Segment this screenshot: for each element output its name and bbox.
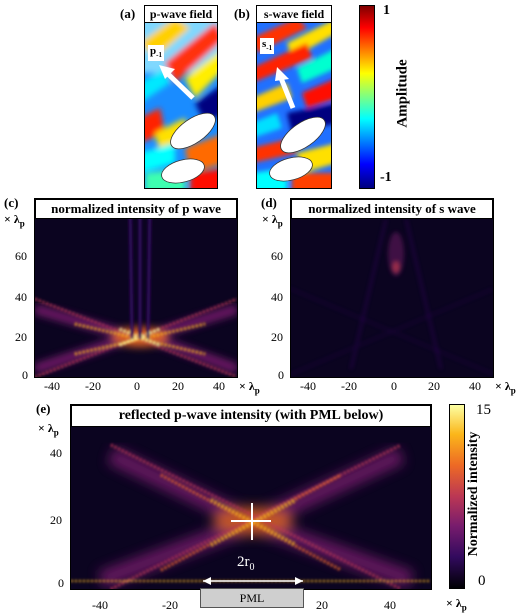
panel-d-label: (d) bbox=[261, 195, 277, 210]
panel-c-xtick: -40 bbox=[44, 379, 60, 393]
panel-d-xtick: 0 bbox=[391, 379, 397, 393]
panel-c-ytick: 40 bbox=[15, 290, 27, 304]
panel-e-ytick: 0 bbox=[58, 576, 64, 590]
panel-a-arrow-label: p-1 bbox=[148, 45, 164, 62]
panel-e-xtick: 20 bbox=[316, 598, 328, 612]
panel-e-title: reflected p-wave intensity (with PML bel… bbox=[71, 405, 431, 427]
colorbar-inferno-label: Normalized intensity bbox=[466, 431, 481, 557]
panel-d-title: normalized intensity of s wave bbox=[291, 199, 493, 219]
colorbar-inferno bbox=[449, 404, 465, 589]
pml-box: PML bbox=[200, 588, 304, 608]
panel-d-xtick: 40 bbox=[469, 379, 481, 393]
panel-b-field bbox=[256, 22, 332, 189]
panel-c-title: normalized intensity of p wave bbox=[35, 199, 237, 219]
panel-a-field bbox=[144, 22, 218, 189]
panel-d-xtick: 20 bbox=[428, 379, 440, 393]
colorbar-inferno-max: 15 bbox=[476, 402, 491, 418]
panel-e-xtick: -20 bbox=[162, 598, 178, 612]
panel-d-ytick: 20 bbox=[271, 330, 283, 344]
panel-b-label: (b) bbox=[234, 6, 250, 21]
colorbar-jet bbox=[359, 5, 375, 189]
panel-e-y-unit: × λp bbox=[38, 421, 59, 438]
panel-e-x-unit: × λp bbox=[446, 596, 467, 613]
colorbar-jet-min: -1 bbox=[380, 170, 392, 185]
panel-c-ytick: 0 bbox=[22, 368, 28, 382]
panel-e-xtick: -40 bbox=[92, 598, 108, 612]
panel-d-xtick: -40 bbox=[300, 379, 316, 393]
panel-d-plot: normalized intensity of s wave bbox=[290, 198, 494, 378]
panel-c-x-unit: × λp bbox=[239, 379, 260, 396]
panel-e-plot: reflected p-wave intensity (with PML bel… bbox=[70, 404, 432, 590]
panel-c-xtick: -20 bbox=[85, 379, 101, 393]
panel-c-plot: normalized intensity of p wave bbox=[34, 198, 238, 378]
panel-a-label: (a) bbox=[120, 6, 136, 21]
colorbar-jet-label: Amplitude bbox=[394, 59, 411, 128]
panel-c-xtick: 20 bbox=[172, 379, 184, 393]
panel-d-x-unit: × λp bbox=[495, 379, 516, 396]
panel-c-xtick: 0 bbox=[134, 379, 140, 393]
panel-e-label: (e) bbox=[36, 401, 51, 416]
panel-c-ytick: 20 bbox=[15, 330, 27, 344]
panel-e-ytick: 20 bbox=[50, 513, 62, 527]
panel-d-ytick: 40 bbox=[271, 290, 283, 304]
panel-d-ytick: 60 bbox=[271, 249, 283, 263]
panel-e-ytick: 40 bbox=[50, 446, 62, 460]
panel-c-xtick: 40 bbox=[213, 379, 225, 393]
panel-e-xtick: 40 bbox=[384, 598, 396, 612]
colorbar-jet-max: 1 bbox=[383, 3, 390, 18]
panel-c-label: (c) bbox=[4, 195, 19, 210]
panel-d-ytick: 0 bbox=[278, 368, 284, 382]
colorbar-inferno-min: 0 bbox=[478, 573, 486, 589]
panel-d-y-unit: × λp bbox=[262, 212, 283, 229]
panel-a-title: p-wave field bbox=[144, 5, 218, 23]
panel-c-ytick: 60 bbox=[15, 249, 27, 263]
panel-e-2r0-annotation: 2r0 bbox=[237, 554, 255, 573]
panel-b-arrow-label: s-1 bbox=[260, 38, 275, 55]
panel-c-y-unit: × λp bbox=[4, 212, 25, 229]
panel-d-xtick: -20 bbox=[341, 379, 357, 393]
panel-b-title: s-wave field bbox=[256, 5, 332, 23]
